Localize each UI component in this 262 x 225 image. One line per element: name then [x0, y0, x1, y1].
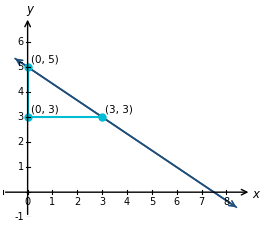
- Text: 5: 5: [149, 197, 155, 207]
- Text: 8: 8: [223, 197, 230, 207]
- Text: 7: 7: [198, 197, 205, 207]
- Text: (0, 3): (0, 3): [31, 105, 58, 115]
- Text: x: x: [253, 188, 259, 201]
- Text: -1: -1: [14, 212, 24, 222]
- Text: (3, 3): (3, 3): [105, 105, 133, 115]
- Text: 2: 2: [74, 197, 80, 207]
- Text: 6: 6: [174, 197, 180, 207]
- Text: y: y: [27, 3, 34, 16]
- Text: 2: 2: [18, 137, 24, 147]
- Text: 3: 3: [18, 112, 24, 122]
- Text: 6: 6: [18, 37, 24, 47]
- Text: 0: 0: [25, 197, 31, 207]
- Text: 4: 4: [18, 87, 24, 97]
- Text: 1: 1: [18, 162, 24, 172]
- Text: 3: 3: [99, 197, 105, 207]
- Text: 5: 5: [18, 62, 24, 72]
- Text: 1: 1: [50, 197, 56, 207]
- Text: (0, 5): (0, 5): [31, 54, 58, 64]
- Text: 4: 4: [124, 197, 130, 207]
